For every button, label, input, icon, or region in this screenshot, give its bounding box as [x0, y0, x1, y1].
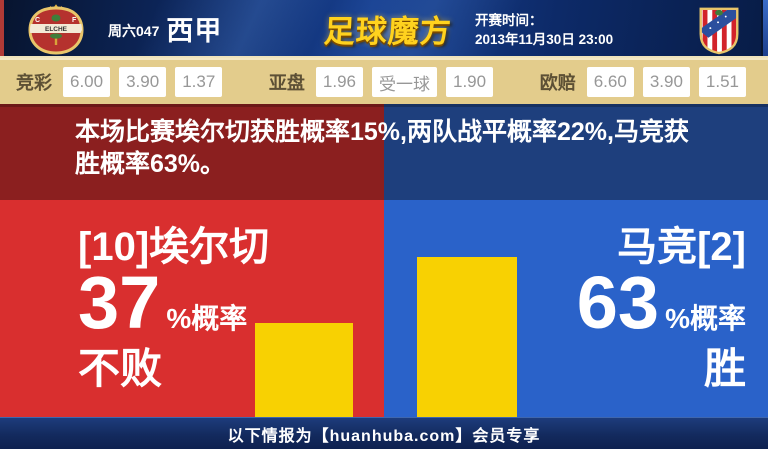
jingcai-label: 竞彩: [16, 73, 52, 93]
jingcai-home-odds: 6.00: [63, 67, 111, 97]
odds-group-oupei: 欧赔 6.60 3.90 1.51: [540, 67, 746, 97]
home-probability: 37 %概率: [78, 261, 269, 344]
away-percent-suffix: %概率: [665, 303, 746, 334]
away-probability-bar: [417, 257, 517, 417]
header-bar: ELCHE C F 周六047 西甲 足球魔方 开赛时间： 2013年11月30…: [0, 0, 768, 58]
jingcai-away-odds: 1.37: [175, 67, 223, 97]
footer-bar: 以下情报为【huanhuba.com】会员专享: [0, 417, 768, 449]
brand-logo-text: 足球魔方: [322, 13, 453, 49]
match-number-badge: 周六047: [108, 23, 160, 39]
home-percent-value: 37: [78, 261, 161, 344]
away-team-name: 马竞[2]: [617, 225, 746, 269]
prediction-summary-text: 本场比赛埃尔切获胜概率15%,两队战平概率22%,马竞获胜概率63%。: [75, 118, 689, 178]
home-percent-suffix: %概率: [166, 303, 248, 334]
odds-group-jingcai: 竞彩 6.00 3.90 1.37: [16, 67, 223, 97]
home-probability-bar: [255, 323, 353, 417]
away-outcome-label: 胜: [703, 345, 746, 392]
oupei-label: 欧赔: [539, 73, 576, 93]
atletico-madrid-crest-icon: [696, 5, 742, 60]
header-left-red-strip: [0, 0, 4, 56]
oupei-away-odds: 1.51: [698, 67, 746, 97]
probability-comparison: [10]埃尔切 37 %概率 不败 马竞[2] 63 %概率 胜: [0, 200, 768, 417]
away-team-block: 马竞[2] 63 %概率 胜: [577, 224, 746, 393]
away-percent-value: 63: [576, 261, 660, 344]
kickoff-time: 2013年11月30日 23:00: [475, 32, 614, 47]
elche-crest-icon: ELCHE C F: [24, 3, 88, 60]
svg-text:ELCHE: ELCHE: [45, 26, 68, 33]
svg-text:F: F: [72, 17, 77, 24]
oupei-home-odds: 6.60: [586, 67, 634, 97]
odds-group-yapan: 亚盘 1.96 受一球 1.90: [268, 67, 494, 97]
yapan-handicap: 受一球: [372, 67, 437, 97]
home-outcome-label: 不败: [78, 345, 163, 392]
match-info: 周六047 西甲: [108, 0, 222, 56]
odds-bar: 竞彩 6.00 3.90 1.37 亚盘 1.96 受一球 1.90 欧赔 6.…: [0, 58, 768, 104]
league-name: 西甲: [166, 15, 223, 46]
kickoff-label: 开赛时间：: [475, 13, 543, 28]
jingcai-draw-odds: 3.90: [119, 67, 167, 97]
header-right-blue-strip: [761, 0, 768, 56]
brand-logo: 足球魔方: [300, 0, 475, 56]
away-probability: 63 %概率: [576, 261, 746, 344]
kickoff-time-block: 开赛时间： 2013年11月30日 23:00: [475, 11, 613, 49]
footer-notice-text: 以下情报为【huanhuba.com】会员专享: [227, 427, 541, 445]
yapan-home-odds: 1.96: [315, 67, 363, 97]
yapan-away-odds: 1.90: [446, 67, 494, 97]
home-team-name: [10]埃尔切: [78, 225, 270, 269]
prediction-banner: 本场比赛埃尔切获胜概率15%,两队战平概率22%,马竞获胜概率63%。: [0, 104, 768, 200]
oupei-draw-odds: 3.90: [642, 67, 690, 97]
svg-text:C: C: [35, 17, 40, 24]
yapan-label: 亚盘: [268, 73, 305, 93]
home-team-block: [10]埃尔切 37 %概率 不败: [78, 224, 269, 393]
